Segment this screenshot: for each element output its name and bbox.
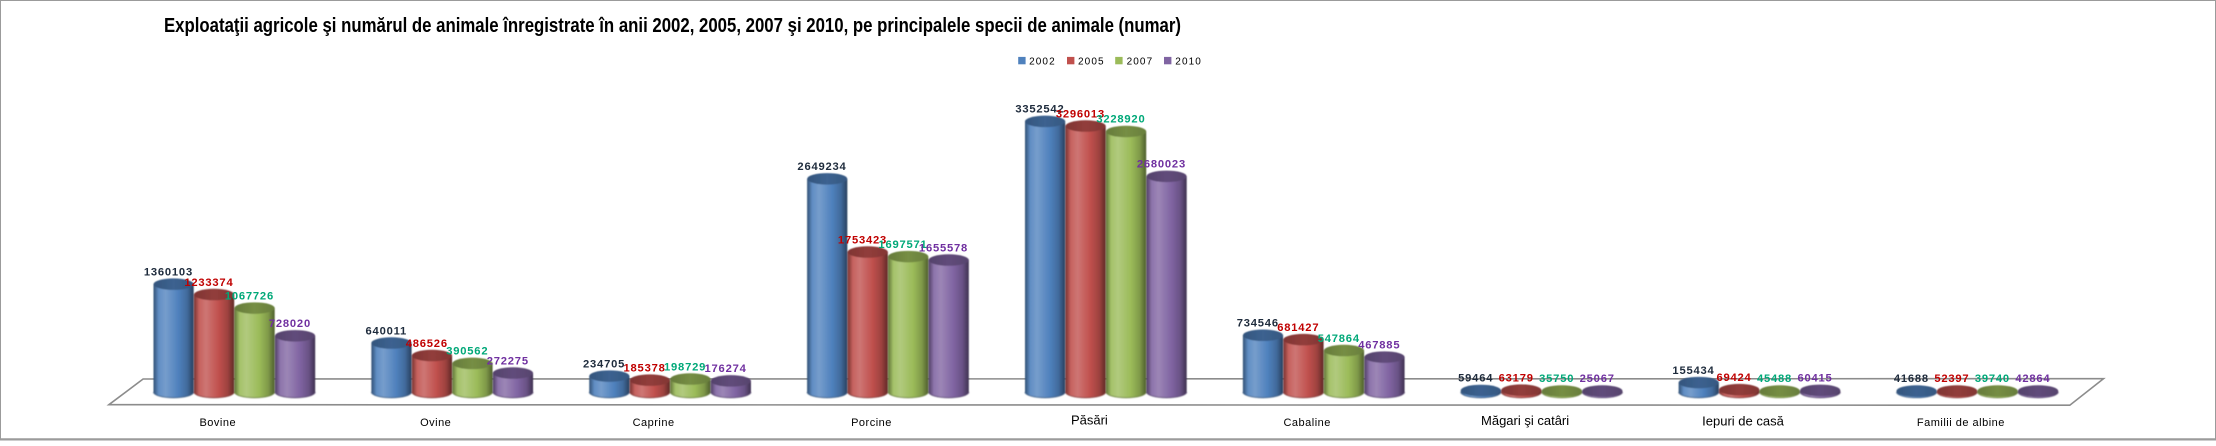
- svg-text:2007: 2007: [1127, 57, 1154, 68]
- svg-text:1655578: 1655578: [919, 242, 968, 254]
- svg-text:Caprine: Caprine: [633, 417, 675, 429]
- svg-text:467885: 467885: [1358, 339, 1400, 351]
- svg-text:234705: 234705: [583, 358, 625, 370]
- svg-text:59464: 59464: [1458, 373, 1493, 385]
- svg-text:Iepuri de casă: Iepuri de casă: [1702, 414, 1784, 429]
- svg-text:52397: 52397: [1934, 373, 1969, 385]
- svg-text:3352542: 3352542: [1015, 104, 1064, 116]
- svg-text:39740: 39740: [1975, 373, 2010, 385]
- svg-text:185378: 185378: [624, 362, 666, 374]
- svg-text:1360103: 1360103: [144, 266, 193, 278]
- svg-text:1697571: 1697571: [878, 239, 927, 251]
- svg-text:198729: 198729: [664, 361, 706, 373]
- svg-text:41688: 41688: [1894, 373, 1929, 385]
- svg-text:63179: 63179: [1499, 372, 1534, 384]
- svg-text:Exploataţii agricole şi număru: Exploataţii agricole şi numărul de anima…: [164, 14, 1181, 37]
- svg-text:42864: 42864: [2015, 373, 2050, 385]
- svg-text:2005: 2005: [1078, 57, 1105, 68]
- svg-text:2002: 2002: [1029, 57, 1056, 68]
- svg-text:2010: 2010: [1175, 57, 1202, 68]
- svg-text:3228920: 3228920: [1096, 114, 1145, 126]
- svg-text:1753423: 1753423: [838, 234, 887, 246]
- svg-text:486526: 486526: [406, 338, 448, 350]
- svg-text:35750: 35750: [1539, 373, 1574, 385]
- svg-text:155434: 155434: [1672, 365, 1714, 377]
- svg-text:45488: 45488: [1757, 373, 1792, 385]
- svg-text:390562: 390562: [446, 346, 488, 358]
- svg-text:Bovine: Bovine: [199, 417, 236, 429]
- svg-text:728020: 728020: [269, 318, 311, 330]
- svg-text:1233374: 1233374: [184, 277, 233, 289]
- svg-text:Familii de albine: Familii de albine: [1917, 417, 2005, 429]
- svg-text:176274: 176274: [705, 363, 747, 375]
- svg-text:25067: 25067: [1580, 373, 1615, 385]
- svg-text:640011: 640011: [366, 325, 408, 337]
- svg-text:Porcine: Porcine: [851, 417, 892, 429]
- svg-text:60415: 60415: [1797, 373, 1832, 385]
- svg-text:547864: 547864: [1318, 333, 1360, 345]
- svg-text:2649234: 2649234: [797, 161, 846, 173]
- svg-text:272275: 272275: [487, 355, 529, 367]
- svg-text:2680023: 2680023: [1137, 159, 1186, 171]
- svg-text:Cabaline: Cabaline: [1283, 417, 1330, 429]
- svg-text:Măgari şi catâri: Măgari şi catâri: [1481, 413, 1569, 428]
- svg-text:69424: 69424: [1716, 372, 1751, 384]
- svg-text:Ovine: Ovine: [420, 417, 451, 429]
- svg-text:3296013: 3296013: [1056, 108, 1105, 120]
- svg-text:681427: 681427: [1277, 322, 1319, 334]
- svg-text:734546: 734546: [1237, 318, 1279, 330]
- svg-text:Păsări: Păsări: [1071, 412, 1108, 427]
- svg-text:1067726: 1067726: [225, 290, 274, 302]
